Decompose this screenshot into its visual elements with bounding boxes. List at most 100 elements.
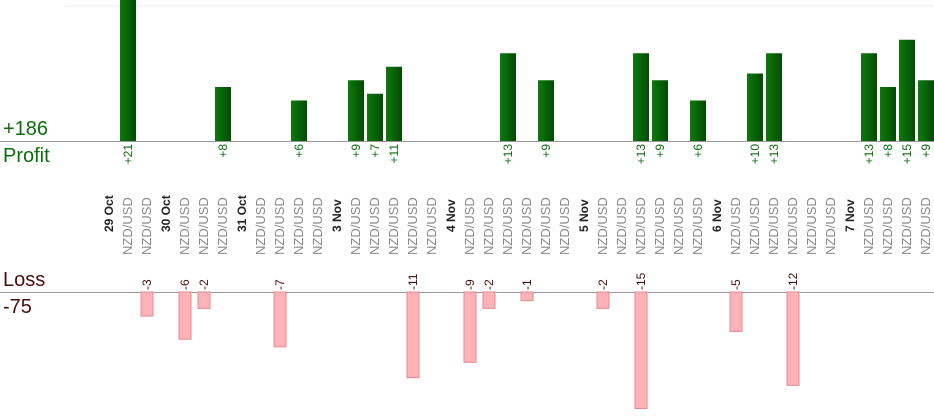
pair-label: NZD/USD [804, 197, 819, 255]
loss-value-label: -12 [786, 272, 800, 290]
loss-value-label: -7 [273, 279, 287, 290]
pair-label: NZD/USD [785, 197, 800, 255]
loss-bar [729, 291, 743, 332]
pair-label: NZD/USD [538, 197, 553, 255]
value-labels: +21 -3 -6 -2 +8 -7 +6 +9 +7 +11 -11 -9 -2 +13 -1 +9 -2 +1… [121, 144, 933, 290]
profit-bar [766, 53, 782, 141]
pair-label: NZD/USD [728, 197, 743, 255]
pair-label: NZD/USD [481, 197, 496, 255]
profit-value-label: +13 [767, 144, 781, 165]
pair-label: NZD/USD [272, 197, 287, 255]
profit-value-label: +15 [900, 144, 914, 165]
profit-bar [500, 53, 516, 141]
profit-bar [747, 73, 763, 141]
loss-bar [406, 291, 420, 379]
date-label: 6 Nov [710, 199, 724, 232]
profit-value-label: +11 [387, 144, 401, 164]
pair-label: NZD/USD [386, 197, 401, 255]
loss-value-label: -2 [482, 279, 496, 290]
profit-bar [918, 80, 934, 141]
pair-label: NZD/USD [291, 197, 306, 255]
profit-value-label: +13 [634, 144, 648, 165]
pair-label: NZD/USD [880, 197, 895, 255]
loss-bars [140, 291, 800, 409]
profit-bar [215, 87, 231, 141]
pair-label: NZD/USD [405, 197, 420, 255]
profit-bar [633, 53, 649, 141]
profit-value-label: +21 [121, 144, 135, 165]
pair-label: NZD/USD [690, 197, 705, 255]
loss-label: Loss [3, 269, 46, 291]
loss-value-label: -3 [140, 279, 154, 290]
profit-value-label: +13 [862, 144, 876, 165]
loss-total: -75 [3, 296, 32, 318]
loss-bar [596, 291, 610, 309]
profit-bar [899, 39, 915, 141]
pair-label: NZD/USD [177, 197, 192, 255]
loss-bar [482, 291, 496, 309]
profit-bar [367, 93, 383, 141]
profit-value-label: +9 [653, 144, 667, 158]
date-label: 29 Oct [102, 195, 116, 232]
profit-bar [690, 100, 706, 141]
pair-label: NZD/USD [595, 197, 610, 255]
pair-label: NZD/USD [462, 197, 477, 255]
loss-bar [197, 291, 211, 309]
loss-value-label: -5 [729, 279, 743, 290]
profit-bar [291, 100, 307, 141]
pair-label: NZD/USD [120, 197, 135, 255]
pair-label: NZD/USD [861, 197, 876, 255]
profit-value-label: +8 [881, 144, 895, 158]
profit-bar [348, 80, 364, 141]
date-label: 7 Nov [843, 199, 857, 232]
profit-value-label: +13 [501, 144, 515, 165]
pair-label: NZD/USD [500, 197, 515, 255]
loss-bar [140, 291, 154, 317]
pair-label: NZD/USD [215, 197, 230, 255]
loss-bar [273, 291, 287, 348]
pair-label: NZD/USD [519, 197, 534, 255]
profit-value-label: +7 [368, 144, 382, 158]
date-label: 31 Oct [235, 195, 249, 232]
pair-label: NZD/USD [766, 197, 781, 255]
loss-bar [634, 291, 648, 409]
profit-value-label: +8 [216, 144, 230, 158]
pair-label: NZD/USD [348, 197, 363, 255]
category-labels: 29 Oct NZD/USD NZD/USD 30 Oct NZD/USD NZD/USD… [102, 195, 933, 255]
loss-value-label: -2 [596, 279, 610, 290]
profit-value-label: +6 [691, 144, 705, 158]
loss-value-label: -9 [463, 279, 477, 290]
loss-value-label: -1 [520, 279, 534, 290]
profit-value-label: +6 [292, 144, 306, 158]
loss-bar [463, 291, 477, 363]
loss-value-label: -15 [634, 272, 648, 290]
profit-bars [120, 0, 934, 141]
profit-total: +186 [3, 118, 49, 140]
loss-bar [178, 291, 192, 340]
date-label: 30 Oct [159, 195, 173, 232]
pair-label: NZD/USD [747, 197, 762, 255]
pair-label: NZD/USD [671, 197, 686, 255]
profit-bar [538, 80, 554, 141]
profit-value-label: +9 [349, 144, 363, 158]
pair-label: NZD/USD [424, 197, 439, 255]
profit-value-label: +9 [539, 144, 553, 158]
profit-label: Profit [3, 145, 50, 167]
loss-value-label: -6 [178, 279, 192, 290]
pair-label: NZD/USD [918, 197, 933, 255]
pair-label: NZD/USD [196, 197, 211, 255]
pair-label: NZD/USD [253, 197, 268, 255]
date-label: 3 Nov [330, 199, 344, 232]
pair-label: NZD/USD [139, 197, 154, 255]
profit-bar [652, 80, 668, 141]
pair-label: NZD/USD [899, 197, 914, 255]
pair-label: NZD/USD [557, 197, 572, 255]
profit-bar [880, 87, 896, 141]
pair-label: NZD/USD [367, 197, 382, 255]
loss-value-label: -2 [197, 279, 211, 290]
profit-bar [386, 66, 402, 141]
pair-label: NZD/USD [633, 197, 648, 255]
date-label: 4 Nov [444, 199, 458, 232]
pair-label: NZD/USD [652, 197, 667, 255]
